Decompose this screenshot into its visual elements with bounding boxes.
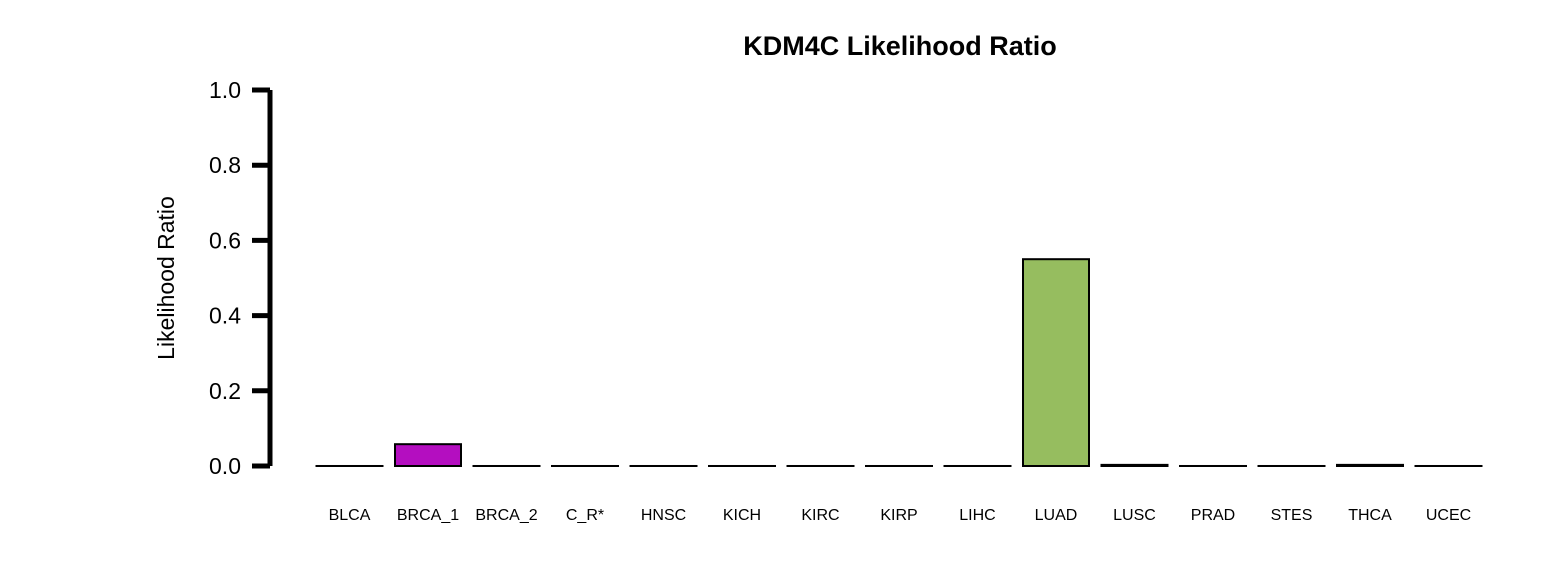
y-tick-label: 0.8 [209,152,241,178]
bar-brca-1 [394,443,462,467]
x-tick-label: HNSC [641,507,686,524]
y-tick-label: 0.2 [209,378,241,404]
bars-group [315,258,1483,468]
x-tick-label: KIRC [801,507,839,524]
x-axis-tick-labels: BLCA BRCA_1 BRCA_2 C_R* HNSC KICH KIRC KIRP LIHC… [329,507,1472,524]
y-tick-label: 1.0 [209,77,241,103]
y-axis-ticks: 0.0 0.2 0.4 0.6 0.8 1.0 [209,77,270,479]
bar-luad [1022,258,1090,468]
x-tick-label: KIRP [880,507,917,524]
x-tick-label: KICH [723,507,761,524]
x-tick-label: THCA [1348,507,1392,524]
x-tick-label: UCEC [1426,507,1471,524]
y-axis-label: Likelihood Ratio [153,196,179,360]
x-tick-label: LUSC [1113,507,1156,524]
x-tick-label: BRCA_1 [397,507,459,524]
x-tick-label: BRCA_2 [475,507,537,524]
chart-title: KDM4C Likelihood Ratio [743,31,1057,61]
x-tick-label: STES [1271,507,1313,524]
bar-thca [1336,463,1404,468]
y-tick-label: 0.0 [209,453,241,479]
x-tick-label: PRAD [1191,507,1235,524]
x-tick-label: LUAD [1035,507,1078,524]
x-tick-label: LIHC [959,507,995,524]
x-tick-label: BLCA [329,507,371,524]
y-tick-label: 0.4 [209,303,241,329]
bar-lusc [1100,463,1169,468]
y-tick-label: 0.6 [209,227,241,253]
x-tick-label: C_R* [566,507,604,524]
